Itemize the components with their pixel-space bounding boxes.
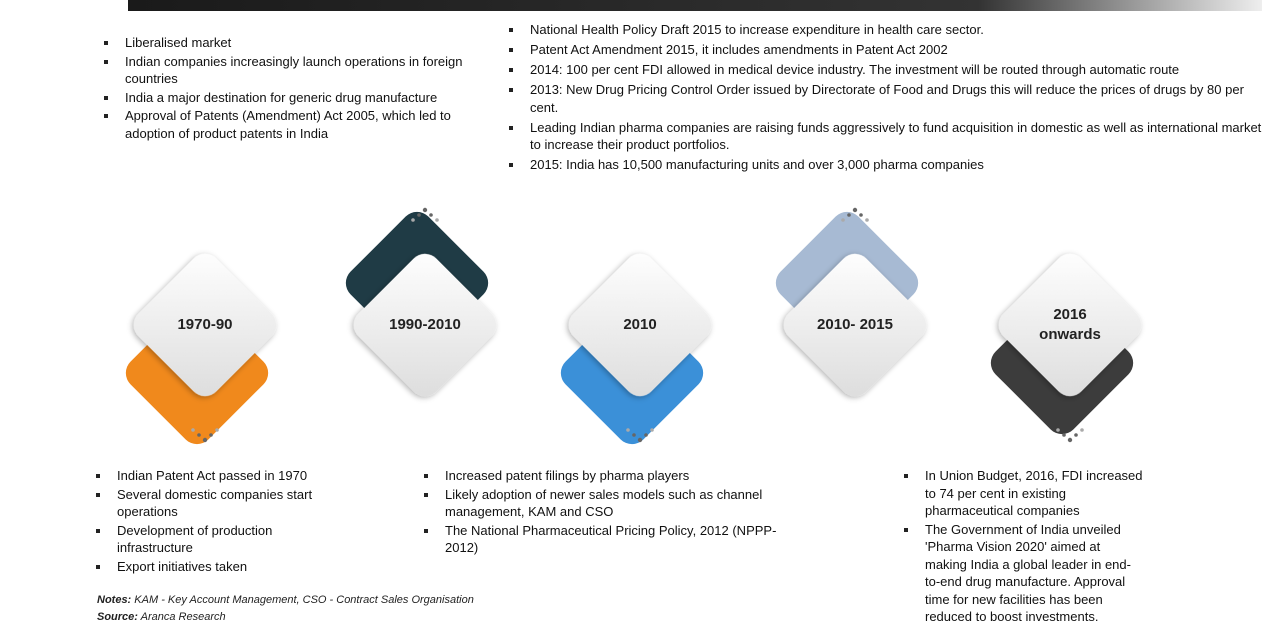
- stage-label: 2010- 2015: [817, 316, 893, 333]
- footnote-label: Source:: [97, 611, 138, 623]
- arrow-dot: [429, 213, 433, 217]
- bullet-point: National Health Policy Draft 2015 to inc…: [505, 21, 1262, 39]
- bullet-point: Increased patent filings by pharma playe…: [420, 467, 785, 485]
- arrow-dot: [644, 433, 648, 437]
- bullet-point: Development of production infrastructure: [92, 522, 337, 557]
- bullet-point: 2015: India has 10,500 manufacturing uni…: [505, 156, 1262, 174]
- arrow-dot: [637, 437, 643, 443]
- footnote: Notes: KAM - Key Account Management, CSO…: [97, 594, 474, 606]
- bullet-point: Indian companies increasingly launch ope…: [100, 53, 470, 88]
- bullet-point: Several domestic companies start operati…: [92, 486, 337, 521]
- bullet-point: Approval of Patents (Amendment) Act 2005…: [100, 107, 470, 142]
- arrow-dot: [865, 218, 869, 222]
- arrow-dot: [191, 428, 195, 432]
- diamond-front: [783, 253, 927, 397]
- diamond-front: [133, 253, 277, 397]
- stage-label: 2010: [623, 316, 657, 333]
- arrow-dot: [1080, 428, 1084, 432]
- arrow-dot: [632, 433, 636, 437]
- arrow-dot: [852, 207, 858, 213]
- arrow-dot: [1074, 433, 1078, 437]
- arrow-dot: [411, 218, 415, 222]
- bullet-point: 2013: New Drug Pricing Control Order iss…: [505, 81, 1262, 116]
- stage-points: National Health Policy Draft 2015 to inc…: [505, 21, 1262, 176]
- arrow-dot: [626, 428, 630, 432]
- bullet-point: 2014: 100 per cent FDI allowed in medica…: [505, 61, 1262, 79]
- arrow-dot: [435, 218, 439, 222]
- arrow-dot: [1062, 433, 1066, 437]
- stage-points: Indian Patent Act passed in 1970 Several …: [92, 467, 337, 576]
- bullet-point: India a major destination for generic dr…: [100, 89, 470, 107]
- arrow-dot: [422, 207, 428, 213]
- footnote-text: Aranca Research: [140, 611, 226, 623]
- footnote-text: KAM - Key Account Management, CSO - Cont…: [134, 594, 474, 606]
- stage-points: Liberalised market Indian companies incre…: [100, 34, 470, 143]
- top-bar: [128, 0, 1262, 11]
- bullet-point: The National Pharmaceutical Pricing Poli…: [420, 522, 785, 557]
- bullet-point: Export initiatives taken: [92, 558, 337, 576]
- bullet-point: Indian Patent Act passed in 1970: [92, 467, 337, 485]
- arrow-dot: [215, 428, 219, 432]
- bullet-point: Patent Act Amendment 2015, it includes a…: [505, 41, 1262, 59]
- footnote-label: Notes:: [97, 594, 132, 606]
- arrow-dot: [417, 213, 421, 217]
- arrow-dot: [859, 213, 863, 217]
- bullet-point: The Government of India unveiled 'Pharma…: [900, 521, 1145, 626]
- stage-label: 2016 onwards: [1039, 306, 1101, 343]
- arrow-dot: [841, 218, 845, 222]
- arrow-dot: [197, 433, 201, 437]
- bullet-point: In Union Budget, 2016, FDI increased to …: [900, 467, 1145, 520]
- bullet-point: Likely adoption of newer sales models su…: [420, 486, 785, 521]
- arrow-dot: [1067, 437, 1073, 443]
- arrow-dot: [209, 433, 213, 437]
- footnote: Source: Aranca Research: [97, 611, 226, 623]
- bullet-point: Leading Indian pharma companies are rais…: [505, 119, 1262, 154]
- bullet-point: Liberalised market: [100, 34, 470, 52]
- diamond-front: [353, 253, 497, 397]
- stage-points: Increased patent filings by pharma playe…: [420, 467, 785, 558]
- arrow-dot: [202, 437, 208, 443]
- diamond-front: [568, 253, 712, 397]
- diamond-front: [998, 253, 1142, 397]
- stage-label: 1970-90: [177, 316, 233, 333]
- arrow-dot: [847, 213, 851, 217]
- stage-label: 1990-2010: [389, 316, 461, 333]
- arrow-dot: [1056, 428, 1060, 432]
- stage-points: In Union Budget, 2016, FDI increased to …: [900, 467, 1145, 627]
- arrow-dot: [650, 428, 654, 432]
